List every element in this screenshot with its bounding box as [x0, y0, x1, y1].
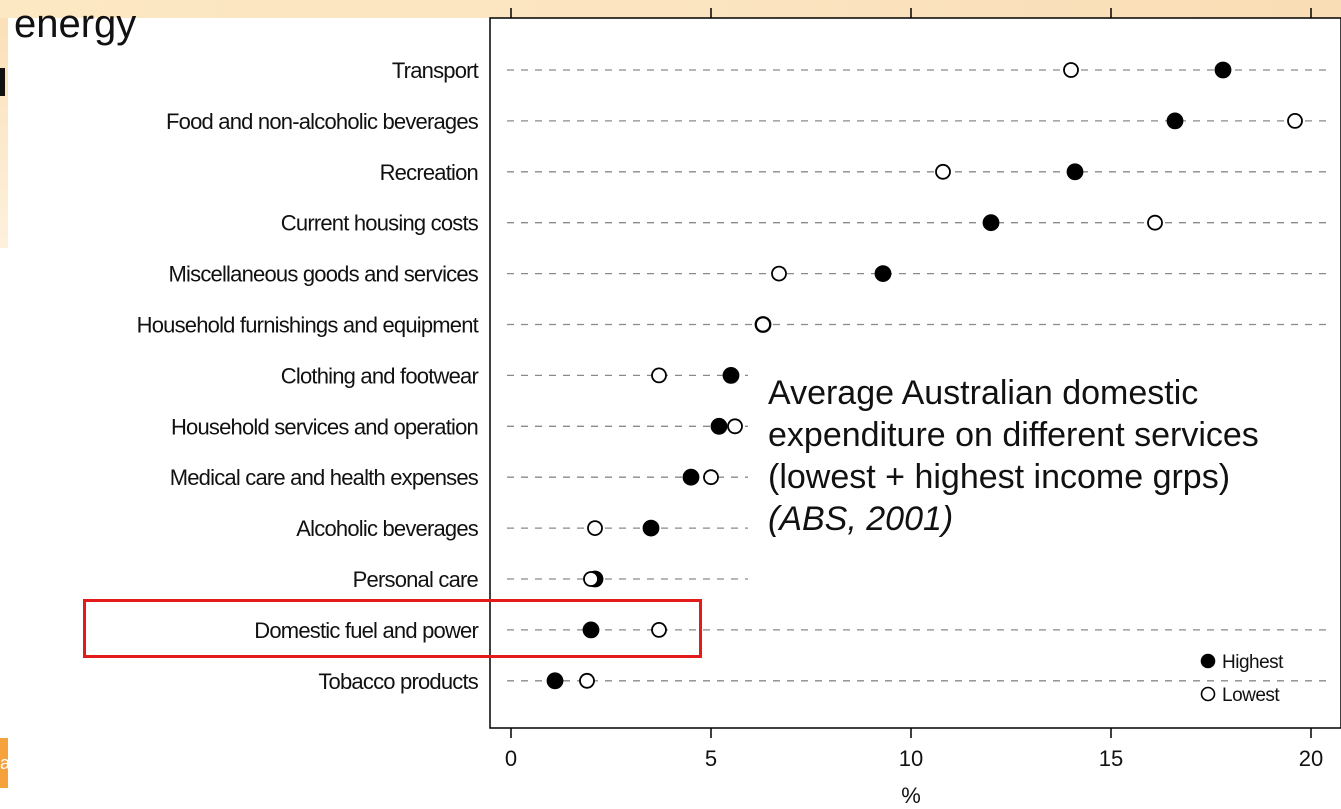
legend-label-highest: Highest: [1222, 652, 1284, 673]
x-tick-label-20: 20: [1299, 746, 1323, 771]
point-highest-household-services-and-operation: [710, 417, 728, 435]
point-highest-clothing-and-footwear: [722, 366, 740, 384]
point-lowest-current-housing-costs: [1147, 214, 1163, 231]
x-axis: 0 5 10 15 20%: [505, 8, 1323, 808]
chart-legend: Highest Lowest: [1200, 652, 1285, 706]
slide-footer-accent: a: [0, 738, 8, 788]
category-label-alcoholic-beverages: Alcoholic beverages: [296, 516, 478, 541]
point-highest-food-and-non-alcoholic-beverages: [1166, 112, 1184, 130]
point-highest-recreation: [1066, 163, 1084, 181]
legend-marker-lowest: [1200, 686, 1216, 702]
category-label-miscellaneous-goods-and-services: Miscellaneous goods and services: [169, 262, 479, 287]
category-label-recreation: Recreation: [380, 160, 478, 185]
slide-top-background: [0, 0, 1341, 18]
point-lowest-personal-care: [583, 571, 599, 587]
category-label-current-housing-costs: Current housing costs: [281, 211, 479, 236]
category-label-medical-care-and-health-expenses: Medical care and health expenses: [170, 465, 479, 490]
plot-frame: [489, 17, 1341, 729]
legend-label-lowest: Lowest: [1222, 685, 1280, 706]
x-tick-label-10: 10: [899, 746, 923, 771]
category-label-personal-care: Personal care: [353, 567, 479, 592]
point-lowest-tobacco-products: [579, 672, 595, 689]
point-lowest-transport: [1063, 62, 1079, 78]
slide-heading: energy: [14, 2, 137, 46]
category-label-tobacco-products: Tobacco products: [318, 669, 478, 694]
category-label-domestic-fuel-and-power: Domestic fuel and power: [254, 618, 478, 643]
point-highest-medical-care-and-health-expenses: [682, 468, 700, 486]
point-lowest-household-services-and-operation: [727, 418, 743, 435]
category-label-household-services-and-operation: Household services and operation: [171, 414, 478, 439]
x-tick-label-5: 5: [705, 746, 717, 771]
point-lowest-food-and-non-alcoholic-beverages: [1287, 113, 1303, 129]
x-axis-label: %: [901, 783, 921, 808]
point-lowest-clothing-and-footwear: [651, 367, 667, 384]
point-lowest-miscellaneous-goods-and-services: [771, 265, 787, 282]
point-lowest-recreation: [935, 163, 951, 180]
x-tick-label-0: 0: [505, 746, 517, 771]
point-highest-tobacco-products: [546, 672, 564, 690]
point-highest-alcoholic-beverages: [642, 519, 660, 537]
slide-side-accent: [0, 18, 8, 248]
point-lowest-domestic-fuel-and-power: [651, 622, 667, 638]
category-label-household-furnishings-and-equipment: Household furnishings and equipment: [137, 313, 479, 338]
annotation-box: [748, 360, 1328, 598]
category-label-clothing-and-footwear: Clothing and footwear: [281, 363, 479, 388]
category-label-transport: Transport: [392, 58, 479, 83]
category-label-food-and-non-alcoholic-beverages: Food and non-alcoholic beverages: [166, 109, 479, 134]
legend-marker-highest: [1200, 653, 1216, 669]
highlight-box-domestic-fuel: [83, 599, 702, 658]
heading-bar-mark: [0, 68, 5, 96]
point-lowest-medical-care-and-health-expenses: [703, 469, 719, 486]
point-lowest-alcoholic-beverages: [587, 520, 603, 536]
annotation-source: (ABS, 2001): [768, 500, 954, 538]
point-highest-current-housing-costs: [982, 214, 1000, 232]
annotation-body: Average Australian domestic expenditure …: [768, 374, 1259, 496]
point-lowest-household-furnishings-and-equipment: [755, 316, 771, 333]
category-rows: Transport Food and non-alcoholic beverage…: [137, 58, 1330, 694]
x-tick-label-15: 15: [1099, 746, 1123, 771]
point-highest-miscellaneous-goods-and-services: [874, 265, 892, 283]
point-highest-transport: [1214, 61, 1232, 79]
point-highest-domestic-fuel-and-power: [582, 621, 600, 639]
annotation-text: Average Australian domestic expenditure …: [768, 372, 1328, 540]
